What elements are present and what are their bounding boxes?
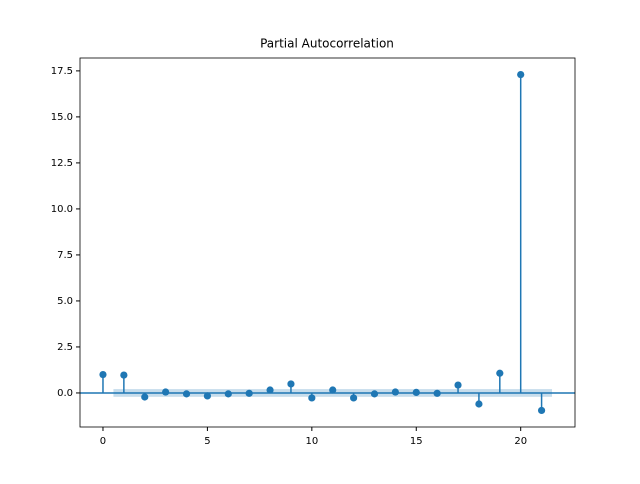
y-tick-label: 5.0 [57, 296, 73, 307]
y-tick-label: 10.0 [51, 204, 73, 215]
x-tick-label: 10 [305, 436, 318, 447]
marker [391, 388, 399, 396]
marker [370, 390, 379, 398]
y-tick-label: 0.0 [57, 388, 73, 399]
x-tick-label: 15 [410, 436, 423, 447]
marker [120, 371, 128, 379]
x-tick-label: 5 [204, 436, 210, 447]
y-tick-label: 15.0 [51, 112, 73, 123]
marker [203, 392, 212, 400]
marker [329, 386, 337, 394]
marker [412, 388, 420, 397]
marker [537, 406, 546, 415]
marker [287, 380, 295, 388]
marker [496, 369, 504, 377]
y-tick-label: 7.5 [57, 250, 73, 261]
marker [141, 393, 149, 401]
marker [162, 388, 170, 396]
plot-frame [79, 57, 576, 428]
marker [517, 70, 525, 79]
marker [308, 394, 316, 402]
marker [350, 394, 358, 402]
x-tick-label: 20 [514, 436, 527, 447]
marker [245, 389, 253, 397]
marker [433, 389, 441, 397]
marker [99, 370, 107, 379]
marker [266, 386, 274, 394]
x-tick-label: 0 [100, 436, 106, 447]
marker [182, 390, 191, 398]
marker [224, 390, 232, 398]
y-tick-label: 12.5 [51, 158, 73, 169]
marker [475, 400, 483, 408]
marker [454, 381, 462, 389]
y-tick-label: 17.5 [51, 66, 73, 77]
chart-title: Partial Autocorrelation [260, 37, 394, 51]
y-tick-label: 2.5 [57, 342, 73, 353]
